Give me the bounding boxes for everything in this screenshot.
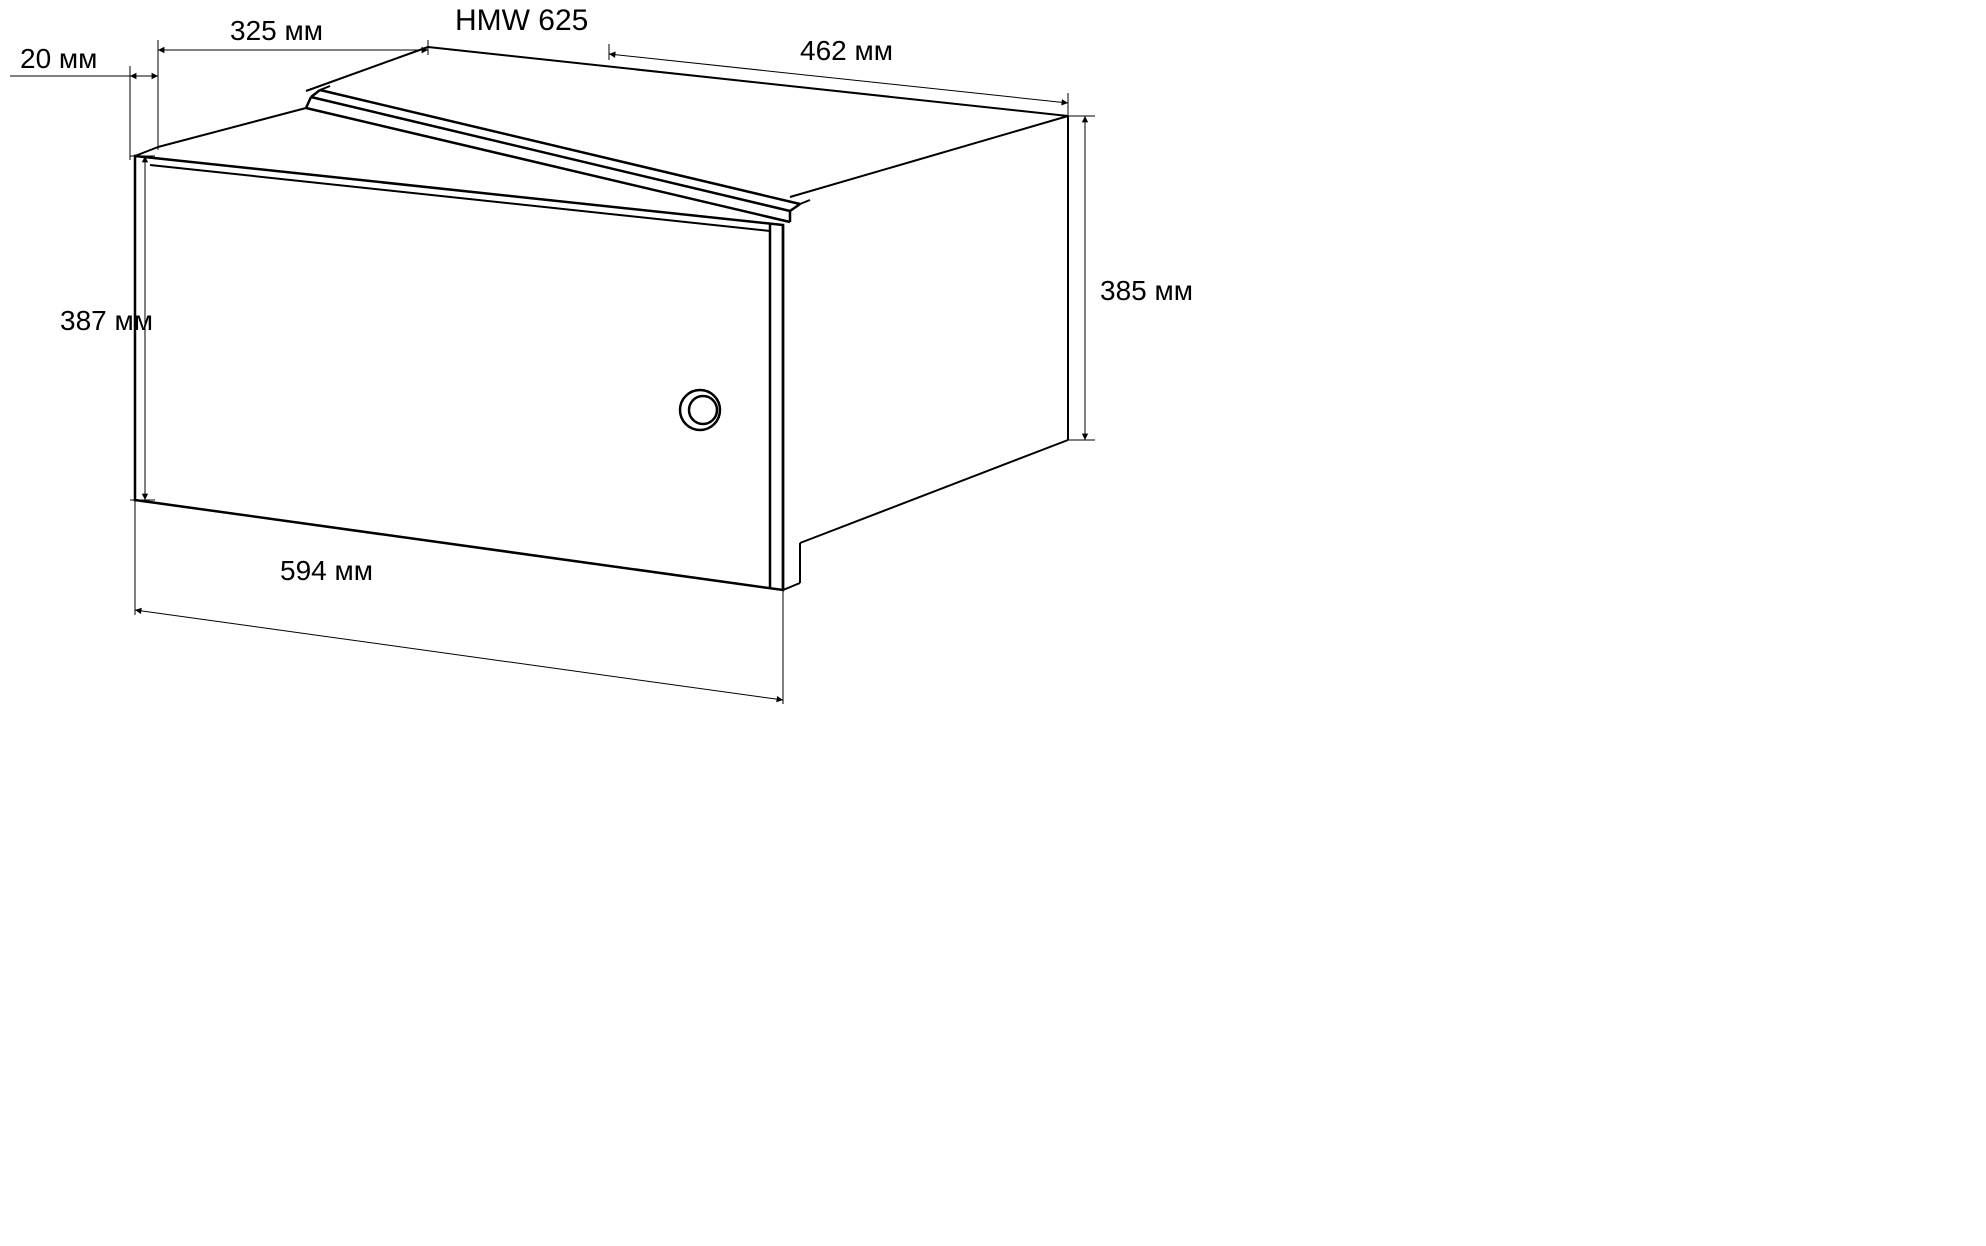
model-title: HMW 625 <box>455 4 588 37</box>
front-lip <box>135 108 306 156</box>
dim-side-height-label: 385 мм <box>1100 275 1193 306</box>
dim-front-height-label: 387 мм <box>60 305 153 336</box>
handle-right-chamfer <box>800 200 810 204</box>
dim-front-height: 387 мм <box>60 156 155 500</box>
dim-top-front-label: 325 мм <box>230 15 323 46</box>
dim-front-width-label: 594 мм <box>280 555 373 586</box>
handle-bottom-edge <box>306 108 790 222</box>
handle-left-cap <box>311 90 320 97</box>
body-top-right-edge <box>790 116 1068 197</box>
dim-side-height: 385 мм <box>1068 116 1193 440</box>
dim-front-offset: 20 мм <box>10 40 158 160</box>
body-top-back-edge <box>428 47 1068 116</box>
handle-right-cap <box>790 204 800 211</box>
dimension-drawing: HMW 625 20 мм 325 мм 462 мм 387 мм 594 м… <box>0 0 1986 1246</box>
handle-left-drop <box>306 97 311 108</box>
appliance-body <box>135 47 1068 590</box>
body-top-left-edge <box>306 47 428 91</box>
door-knob <box>680 390 720 430</box>
knob-inner <box>689 396 717 424</box>
dim-front-width: 594 мм <box>135 500 783 704</box>
door-panel <box>150 165 783 590</box>
body-bottom-right-edge <box>800 440 1068 543</box>
dim-top-front: 325 мм <box>158 15 428 55</box>
front-lip-top <box>135 147 158 156</box>
dim-top-depth-label: 462 мм <box>800 35 893 66</box>
dim-front-offset-label: 20 мм <box>20 43 97 74</box>
handle-top-edge <box>320 90 800 204</box>
front-lip-slope <box>158 108 306 147</box>
body-side-ledge-top <box>783 583 800 590</box>
handle-left-chamfer <box>320 86 330 90</box>
handle-front-edge <box>311 97 790 211</box>
dim-top-depth: 462 мм <box>609 35 1068 120</box>
